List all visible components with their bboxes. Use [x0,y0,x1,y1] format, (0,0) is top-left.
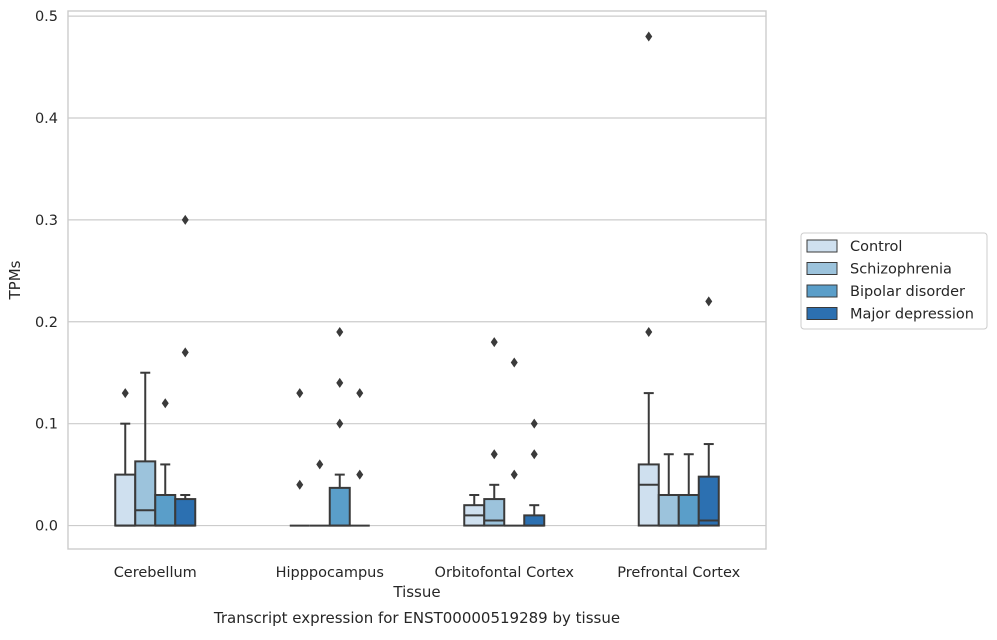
legend-label: Control [850,239,902,255]
box-body [677,493,700,527]
flier-point [356,469,364,480]
legend-label: Bipolar disorder [850,284,965,300]
flier-point [356,388,364,399]
flier-point [161,398,169,409]
flier-point [296,388,304,399]
legend-frame [800,232,988,330]
legend-swatch [806,284,838,298]
plot-frame [67,10,767,550]
box-layer [114,31,720,527]
legend-label: Major depression [850,307,974,323]
x-tick-label: Hipppocampus [276,565,384,581]
flier-point [510,469,518,480]
flier-point [336,326,344,337]
flier-point [181,347,189,358]
box-2-1 [483,337,506,527]
flier-point [316,459,324,470]
flier-point [490,337,498,348]
x-axis-label: Tissue [392,583,440,601]
box-1-0 [289,388,310,527]
flier-point [510,357,518,368]
box-1-2 [328,326,351,527]
box-0-3 [174,214,197,527]
box-2-0 [463,493,486,527]
legend: Control Schizophrenia Bipolar disorder Majo… [800,232,988,330]
box-body [328,486,351,527]
y-tick-label: 0.5 [35,9,58,25]
box-1-1 [309,459,330,527]
flier-point [530,418,538,429]
flier-point [336,377,344,388]
flier-point [121,388,129,399]
x-tick-label: Cerebellum [114,565,197,581]
y-axis-label: TPMs [6,260,24,300]
flier-point [296,479,304,490]
y-axis-ticks: 0.0 0.1 0.2 0.3 0.4 0.5 [35,9,58,534]
y-tick-label: 0.4 [35,111,58,127]
box-3-1 [657,453,680,527]
box-1-3 [349,388,370,527]
grid-layer [68,15,766,527]
box-body [154,493,177,527]
x-tick-label: Orbitofontal Cortex [435,565,575,581]
box-body [114,473,137,527]
legend-swatch [806,307,838,320]
flier-point [645,31,653,42]
legend-label: Schizophrenia [850,262,952,278]
box-2-2 [504,357,525,527]
box-body [657,493,680,527]
y-tick-label: 0.2 [35,315,58,331]
box-0-1 [134,371,157,527]
box-body [483,498,506,527]
box-3-3 [697,296,720,527]
legend-items: Control Schizophrenia Bipolar disorder Majo… [806,239,974,323]
box-3-0 [637,31,660,527]
x-axis-ticks: Cerebellum Hipppocampus Orbitofontal Corte… [114,565,741,581]
y-tick-label: 0.1 [35,417,58,433]
box-body [174,498,197,527]
flier-point [181,214,189,225]
box-0-0 [114,388,137,527]
box-2-3 [523,418,546,527]
flier-point [530,449,538,460]
box-body [523,514,546,527]
box-body [697,475,720,527]
legend-swatch [806,239,838,253]
box-body [134,460,157,527]
flier-point [490,449,498,460]
chart-title: Transcript expression for ENST0000051928… [213,609,620,627]
flier-point [705,296,713,307]
box-3-2 [677,453,700,527]
y-tick-label: 0.0 [35,519,58,535]
y-tick-label: 0.3 [35,213,58,229]
legend-swatch [806,262,838,275]
flier-point [336,418,344,429]
flier-point [645,326,653,337]
x-tick-label: Prefrontal Cortex [617,565,740,581]
box-body [637,463,660,527]
box-0-2 [154,398,177,527]
